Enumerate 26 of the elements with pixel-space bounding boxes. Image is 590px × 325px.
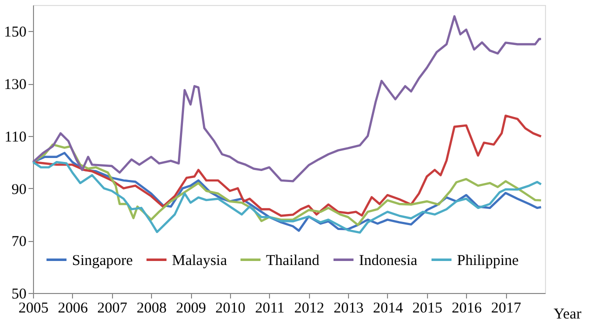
y-tick-label: 50	[12, 286, 26, 302]
x-tick-label: 2017	[491, 300, 522, 316]
legend-label: Thailand	[266, 252, 320, 269]
x-tick-label: 2014	[372, 300, 404, 316]
y-tick-label: 150	[4, 24, 26, 41]
x-tick-label: 2013	[334, 300, 364, 316]
x-tick-label: 2007	[97, 300, 128, 316]
x-tick-label: 2006	[58, 300, 88, 316]
y-tick-label: 90	[12, 182, 26, 198]
y-tick-label: 70	[12, 234, 26, 250]
x-axis-title: Year	[554, 306, 582, 322]
legend-label: Malaysia	[172, 252, 228, 269]
line-series	[32, 15, 542, 182]
x-tick-label: 2005	[18, 300, 48, 316]
x-tick-label: 2008	[136, 300, 167, 316]
legend-label: Indonesia	[359, 252, 418, 269]
legend-label: Singapore	[72, 252, 134, 269]
x-tick-label: 2016	[452, 300, 482, 316]
x-tick-label: 2015	[412, 300, 442, 316]
x-tick-label: 2009	[176, 300, 206, 316]
x-tick-label: 2012	[294, 300, 324, 316]
legend-label: Philippine	[457, 252, 520, 269]
x-tick-label: 2010	[215, 300, 246, 316]
x-tick-label: 2011	[255, 300, 285, 316]
y-tick-label: 130	[4, 77, 26, 94]
y-tick-label: 110	[4, 129, 26, 146]
